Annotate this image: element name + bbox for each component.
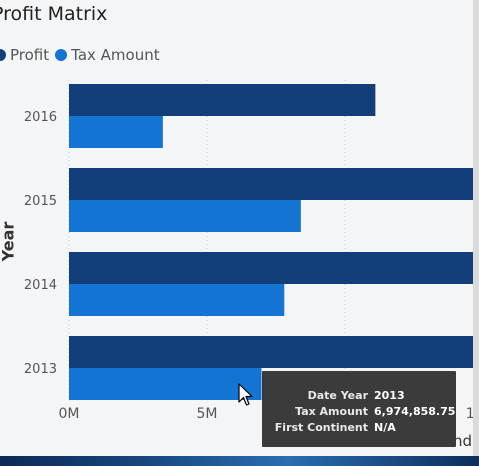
- legend: Profit Tax Amount: [0, 44, 160, 66]
- arrow-cursor-icon: [238, 383, 253, 406]
- y-tick-label: 2013: [24, 362, 57, 377]
- legend-item-profit[interactable]: Profit: [0, 46, 49, 64]
- bar-tax-amount-2015[interactable]: [69, 200, 301, 232]
- tooltip-row-first-continent: First Continent N/A: [262, 421, 456, 437]
- legend-dot-profit: [0, 49, 6, 61]
- y-tick-label: 2015: [24, 194, 57, 209]
- bar-profit-2013[interactable]: [69, 336, 473, 368]
- x-axis-title: nd T: [453, 432, 479, 450]
- y-tick-label: 2014: [24, 278, 57, 293]
- legend-label-profit: Profit: [10, 46, 50, 64]
- legend-dot-tax-amount: [55, 49, 68, 61]
- tooltip-key: Date Year: [307, 389, 368, 402]
- tooltip-row-tax-amount: Tax Amount 6,974,858.75: [262, 405, 456, 421]
- bar-profit-2015[interactable]: [69, 168, 473, 200]
- bar-profit-2016[interactable]: [69, 84, 376, 116]
- legend-item-tax-amount[interactable]: Tax Amount: [55, 46, 160, 64]
- chart-title: Profit Matrix: [0, 3, 108, 25]
- tooltip-row-date-year: Date Year 2013: [262, 389, 456, 405]
- background-strip: [0, 456, 479, 466]
- bar-tax-amount-2013[interactable]: [69, 368, 262, 400]
- tooltip-value: 2013: [374, 389, 405, 402]
- bar-profit-2014[interactable]: [69, 252, 473, 284]
- tooltip-value: N/A: [374, 421, 396, 434]
- bar-tax-amount-2016[interactable]: [69, 116, 163, 148]
- visual-border: [473, 0, 479, 456]
- tooltip-key: Tax Amount: [295, 405, 368, 418]
- bar-tax-amount-2014[interactable]: [69, 284, 285, 316]
- x-tick-label: 5M: [197, 406, 218, 422]
- x-tick-label: 0M: [59, 406, 80, 422]
- tooltip-key: First Continent: [274, 421, 368, 434]
- legend-label-tax-amount: Tax Amount: [71, 46, 160, 64]
- data-tooltip: Date Year 2013 Tax Amount 6,974,858.75 F…: [262, 371, 456, 447]
- tooltip-value: 6,974,858.75: [374, 405, 456, 418]
- y-tick-label: 2016: [24, 110, 57, 125]
